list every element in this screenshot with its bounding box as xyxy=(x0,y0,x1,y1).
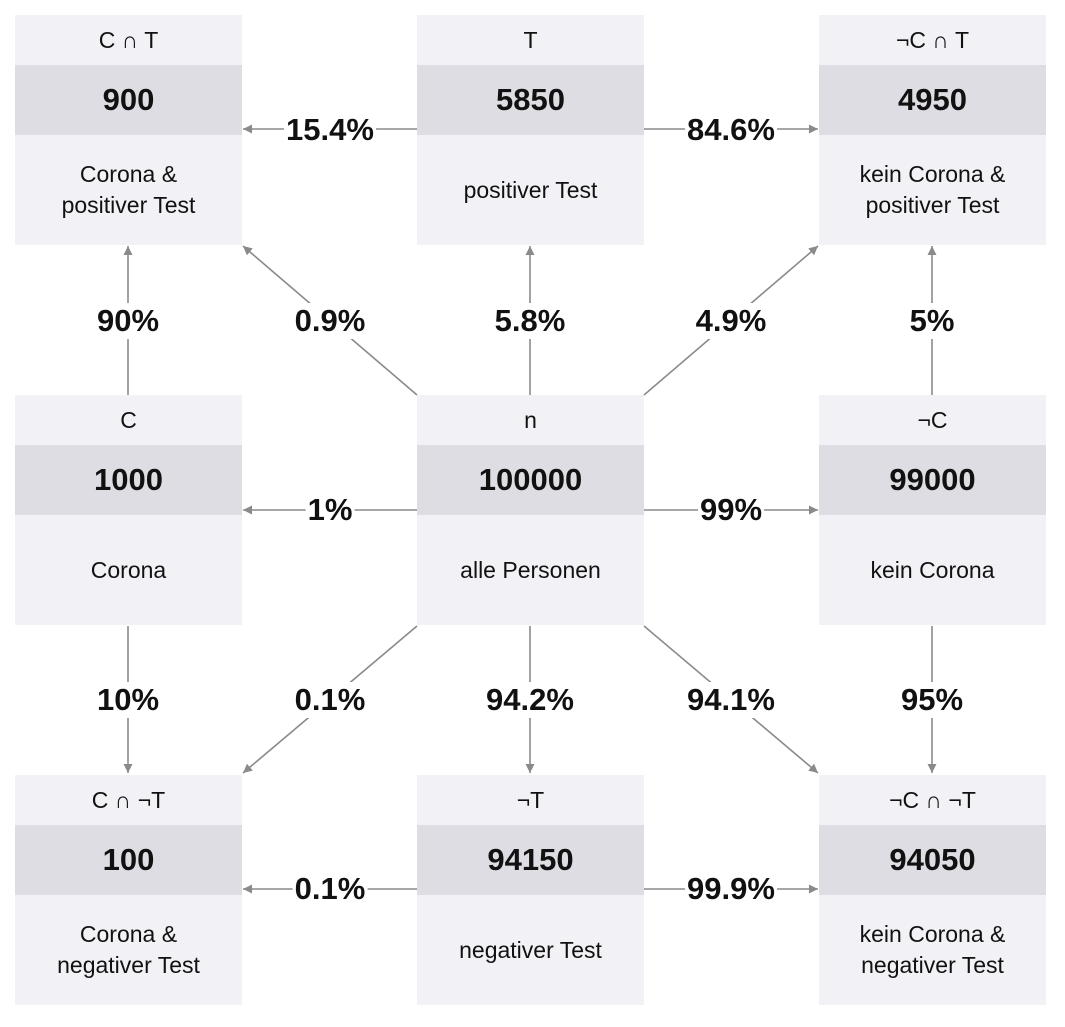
node-label: kein Corona xyxy=(870,556,995,583)
node-value: 94050 xyxy=(819,825,1046,895)
edge-label-n-to-nott: 94.2% xyxy=(484,682,576,718)
node-c-and-nott: C ∩ ¬T 100 Corona & negativer Test xyxy=(15,775,242,1005)
node-value: 1000 xyxy=(15,445,242,515)
edge-label-n-to-notc-and-t: 4.9% xyxy=(693,303,769,339)
edge-label-n-to-notc-and-nott: 94.1% xyxy=(685,682,777,718)
node-notc: ¬C 99000 kein Corona xyxy=(819,395,1046,625)
edge-label-n-to-c-and-nott: 0.1% xyxy=(292,682,368,718)
edge-label-notc-to-notc-and-nott: 95% xyxy=(898,682,966,718)
node-symbol: C xyxy=(120,406,137,433)
node-symbol: ¬T xyxy=(516,786,545,813)
node-nott: ¬T 94150 negativer Test xyxy=(417,775,644,1005)
edge-label-c-to-c-and-t: 90% xyxy=(94,303,162,339)
edge-label-n-to-c: 1% xyxy=(305,492,355,528)
node-notc-and-t: ¬C ∩ T 4950 kein Corona & positiver Test xyxy=(819,15,1046,245)
node-label: Corona & positiver Test xyxy=(61,161,196,218)
node-symbol: ¬C ∩ ¬T xyxy=(889,786,976,813)
node-value: 4950 xyxy=(819,65,1046,135)
node-label: Corona & negativer Test xyxy=(57,921,200,978)
node-symbol: C ∩ ¬T xyxy=(91,786,166,813)
node-label: positiver Test xyxy=(463,176,598,203)
node-label: kein Corona & negativer Test xyxy=(859,921,1006,978)
node-c: C 1000 Corona xyxy=(15,395,242,625)
node-label: alle Personen xyxy=(460,556,601,583)
node-symbol: ¬C ∩ T xyxy=(896,26,969,53)
node-symbol: C ∩ T xyxy=(98,26,159,53)
node-symbol: T xyxy=(523,26,538,53)
node-symbol: ¬C xyxy=(917,406,948,433)
node-value: 99000 xyxy=(819,445,1046,515)
edge-label-nott-to-notc-and-nott: 99.9% xyxy=(685,871,777,907)
node-symbol: n xyxy=(524,406,537,433)
node-t: T 5850 positiver Test xyxy=(417,15,644,245)
node-n: n 100000 alle Personen xyxy=(417,395,644,625)
node-label: Corona xyxy=(90,556,167,583)
node-value: 5850 xyxy=(417,65,644,135)
node-c-and-t: C ∩ T 900 Corona & positiver Test xyxy=(15,15,242,245)
edge-label-t-to-notc-and-t: 84.6% xyxy=(685,112,777,148)
node-value: 100 xyxy=(15,825,242,895)
edge-label-nott-to-c-and-nott: 0.1% xyxy=(292,871,368,907)
edge-label-t-to-c-and-t: 15.4% xyxy=(284,112,376,148)
node-label: negativer Test xyxy=(459,936,602,963)
node-notc-and-nott: ¬C ∩ ¬T 94050 kein Corona & negativer Te… xyxy=(819,775,1046,1005)
edge-label-n-to-c-and-t: 0.9% xyxy=(292,303,368,339)
node-value: 100000 xyxy=(417,445,644,515)
node-value: 900 xyxy=(15,65,242,135)
edge-label-notc-to-notc-and-t: 5% xyxy=(907,303,957,339)
node-label: kein Corona & positiver Test xyxy=(859,161,1006,218)
node-value: 94150 xyxy=(417,825,644,895)
edge-label-c-to-c-and-nott: 10% xyxy=(94,682,162,718)
edge-label-n-to-t: 5.8% xyxy=(492,303,568,339)
edge-label-n-to-notc: 99% xyxy=(697,492,765,528)
